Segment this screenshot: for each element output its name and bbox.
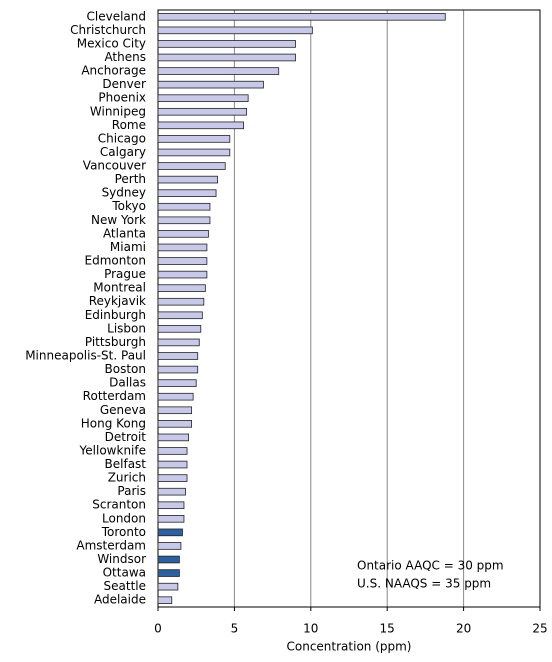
y-tick-label: Athens [104, 50, 146, 64]
y-tick-label: Denver [102, 77, 146, 91]
y-tick-label: New York [91, 213, 146, 227]
bar [157, 202, 211, 211]
y-tick-label: Edinburgh [85, 308, 146, 322]
bar [157, 12, 446, 21]
y-tick-label: London [102, 511, 146, 525]
bar [157, 243, 208, 252]
x-tick-label: 25 [532, 622, 547, 636]
bar [157, 352, 199, 360]
bar [157, 596, 173, 605]
bar [157, 40, 296, 48]
y-tick-label: Amsterdam [76, 538, 146, 552]
y-tick-label: Lisbon [107, 321, 146, 335]
bar [157, 230, 209, 238]
y-tick-label: Minneapolis-St. Paul [25, 348, 146, 362]
y-tick-label: Belfast [105, 457, 147, 471]
bar [157, 53, 296, 62]
bar [157, 67, 280, 75]
y-tick-label: Perth [115, 172, 146, 186]
bar [157, 392, 194, 401]
bar [157, 501, 185, 510]
x-axis-label: Concentration (ppm) [287, 640, 412, 654]
bar [157, 80, 264, 89]
y-tick-label: Vancouver [83, 159, 146, 173]
bar [157, 542, 182, 550]
y-tick-label: Sydney [102, 186, 146, 200]
bar [157, 284, 206, 292]
plot-border [157, 9, 541, 608]
y-tick-label: Pittsburgh [85, 335, 146, 349]
y-tick-label: Mexico City [77, 36, 146, 50]
bar [157, 270, 208, 279]
bar [157, 135, 231, 143]
y-tick-label: Windsor [97, 552, 146, 566]
y-tick-label: Winnipeg [90, 104, 146, 118]
y-tick-label: Dallas [109, 376, 146, 390]
bar [157, 460, 188, 469]
bar [157, 121, 244, 130]
y-tick-label: Atlanta [103, 226, 146, 240]
y-tick-label: Rome [112, 118, 146, 132]
bar [157, 94, 249, 102]
y-tick-label: Boston [105, 362, 146, 376]
y-tick-label: Chicago [98, 131, 146, 145]
bar [157, 569, 180, 577]
x-tick-label: 0 [154, 622, 162, 636]
y-tick-label: Reykjavik [89, 294, 146, 308]
bar [157, 338, 200, 347]
annotation: Ontario AAQC = 30 ppm [357, 559, 504, 573]
y-tick-label: Ottawa [103, 566, 146, 580]
bar [157, 26, 313, 35]
bar [157, 257, 208, 265]
bar [157, 582, 179, 591]
y-tick-label: Paris [117, 484, 146, 498]
y-tick-label: Hong Kong [81, 416, 146, 430]
x-tick-label: 10 [303, 622, 318, 636]
y-tick-label: Miami [110, 240, 146, 254]
y-tick-label: Geneva [100, 403, 146, 417]
y-tick-label: Seattle [104, 579, 146, 593]
bar [157, 555, 180, 564]
y-tick-label: Montreal [93, 281, 146, 295]
bar [157, 379, 197, 387]
y-tick-label: Prague [104, 267, 146, 281]
bar [157, 216, 211, 225]
bar [157, 487, 186, 496]
bar [157, 447, 188, 455]
y-tick-label: Calgary [100, 145, 146, 159]
y-tick-label: Toronto [101, 525, 146, 539]
y-tick-label: Cleveland [87, 9, 147, 23]
bar [157, 325, 202, 333]
y-tick-label: Tokyo [111, 199, 146, 213]
bar [157, 148, 231, 157]
bar [157, 297, 205, 306]
bar [157, 189, 217, 197]
bar [157, 311, 203, 320]
y-tick-label: Anchorage [81, 64, 146, 78]
x-tick-label: 20 [456, 622, 471, 636]
bar [157, 162, 226, 170]
x-tick-label: 5 [231, 622, 239, 636]
bar [157, 528, 183, 537]
bar [157, 433, 189, 442]
y-tick-label: Zurich [108, 471, 146, 485]
bar [157, 406, 193, 415]
y-tick-label: Edmonton [85, 254, 147, 268]
bar [157, 474, 188, 482]
y-tick-label: Adelaide [94, 593, 146, 607]
bar [157, 420, 193, 428]
bar [157, 365, 199, 374]
bar [157, 515, 185, 523]
y-tick-label: Christchurch [70, 23, 146, 37]
annotation: U.S. NAAQS = 35 ppm [357, 577, 491, 591]
y-tick-label: Rotterdam [83, 389, 146, 403]
y-tick-label: Detroit [105, 430, 147, 444]
x-tick-label: 15 [380, 622, 395, 636]
y-tick-label: Yellowknife [79, 443, 146, 457]
y-tick-label: Scranton [92, 498, 146, 512]
bar [157, 175, 218, 184]
bar [157, 107, 248, 116]
y-tick-label: Phoenix [98, 91, 146, 105]
